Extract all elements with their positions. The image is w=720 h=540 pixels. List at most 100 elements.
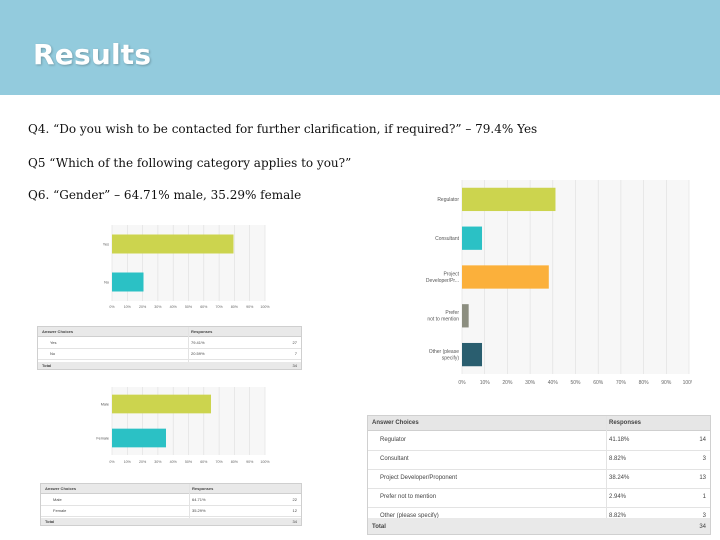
bar: [462, 342, 483, 367]
x-tick-label: 80%: [231, 305, 239, 309]
row-label: Prefer not to mention: [380, 494, 437, 500]
x-tick-label: 70%: [215, 305, 223, 309]
x-tick-label: 90%: [246, 305, 254, 309]
x-tick-label: 60%: [593, 380, 604, 386]
category-label: Project: [443, 271, 459, 277]
row-percent: 38.24%: [609, 475, 630, 481]
row-label: Male: [53, 497, 62, 502]
x-tick-label: 40%: [170, 460, 178, 464]
x-tick-label: 90%: [246, 460, 254, 464]
x-tick-label: 50%: [570, 380, 581, 386]
table-header-responses: Responses: [191, 329, 213, 334]
x-tick-label: 90%: [661, 380, 672, 386]
row-count: 22: [292, 497, 297, 502]
row-percent: 64.71%: [192, 497, 206, 502]
x-tick-label: 80%: [231, 460, 239, 464]
x-tick-label: 0%: [458, 380, 466, 386]
row-percent: 8.82%: [609, 513, 627, 519]
table-header-responses: Responses: [609, 420, 642, 426]
x-tick-label: 100%: [260, 305, 270, 309]
row-divider: [368, 488, 710, 489]
bar: [112, 272, 144, 292]
row-label: Consultant: [380, 456, 409, 462]
slide-title: Results: [33, 38, 152, 71]
column-divider: [189, 484, 190, 525]
column-divider: [606, 416, 607, 534]
x-tick-label: 0%: [109, 305, 115, 309]
chart-q6-gender: 0% 10% 20% 30% 40% 50% 60% 70% 80% 90% 100% Male Fem…: [96, 387, 270, 464]
row-label: Regulator: [380, 437, 407, 443]
chart-q5-category: 0% 10% 20% 30% 40% 50% 60% 70% 80% 90% 100% Regulat…: [426, 180, 692, 386]
table-header-row: [368, 416, 710, 431]
q5-text: Q5 “Which of the following category appl…: [28, 156, 352, 170]
row-divider: [41, 516, 301, 517]
total-label: Total: [372, 524, 386, 530]
category-label: not to mention: [427, 317, 459, 323]
total-label: Total: [42, 363, 52, 368]
x-tick-label: 20%: [139, 460, 147, 464]
row-count: 1: [702, 494, 706, 500]
x-tick-label: 80%: [639, 380, 650, 386]
bar: [112, 428, 166, 448]
row-percent: 2.94%: [609, 494, 627, 500]
x-tick-label: 30%: [525, 380, 536, 386]
table-header-choices: Answer Choices: [42, 329, 74, 334]
bar: [462, 226, 483, 250]
x-tick-label: 30%: [154, 305, 162, 309]
row-divider: [41, 505, 301, 506]
row-percent: 20.59%: [191, 351, 205, 356]
x-tick-label: 10%: [124, 460, 132, 464]
row-divider: [368, 507, 710, 508]
table-q4-contact: Answer Choices Responses Yes 79.41% 27 No 20.5…: [37, 326, 302, 370]
bar: [112, 394, 212, 414]
bar: [112, 234, 234, 254]
category-label: No: [104, 280, 109, 284]
chart-q4-contact: 0% 10% 20% 30% 40% 50% 60% 70% 80% 90% 100% Yes No: [103, 225, 270, 309]
x-tick-label: 100%: [260, 460, 270, 464]
x-tick-label: 50%: [185, 305, 193, 309]
category-label: Developer/Pr...: [426, 278, 459, 284]
row-percent: 79.41%: [191, 340, 205, 345]
total-value: 34: [292, 519, 297, 524]
table-header-row: [38, 327, 301, 337]
row-percent: 8.82%: [609, 456, 627, 462]
x-tick-label: 100%: [683, 380, 692, 386]
bar: [462, 265, 549, 289]
table-total-row: [38, 362, 301, 369]
x-tick-label: 40%: [170, 305, 178, 309]
category-label: Other (please: [429, 349, 460, 355]
row-count: 3: [702, 513, 706, 519]
x-tick-label: 10%: [480, 380, 491, 386]
row-label: Other (please specify): [380, 513, 439, 519]
x-tick-label: 60%: [200, 305, 208, 309]
category-label: Female: [96, 436, 109, 440]
row-label: Female: [53, 508, 67, 513]
table-header-choices: Answer Choices: [45, 486, 77, 491]
q6-text: Q6. “Gender” – 64.71% male, 35.29% femal…: [28, 188, 302, 202]
table-q6-gender: Answer Choices Responses Male 64.71% 22 Femal…: [40, 483, 302, 526]
x-tick-label: 20%: [139, 305, 147, 309]
x-tick-label: 70%: [215, 460, 223, 464]
table-header-choices: Answer Choices: [372, 420, 419, 426]
table-header-responses: Responses: [192, 486, 214, 491]
x-tick-label: 0%: [109, 460, 115, 464]
row-label: Project Developer/Proponent: [380, 475, 458, 481]
table-total-row: [41, 518, 301, 525]
x-tick-label: 50%: [185, 460, 193, 464]
category-label: Yes: [103, 242, 109, 246]
category-label: Regulator: [437, 197, 459, 203]
x-tick-label: 30%: [154, 460, 162, 464]
row-count: 3: [702, 456, 706, 462]
row-percent: 41.18%: [609, 437, 630, 443]
x-tick-label: 10%: [124, 305, 132, 309]
row-count: 12: [292, 508, 297, 513]
row-label: No: [50, 351, 56, 356]
row-divider: [38, 348, 301, 349]
row-count: 7: [294, 351, 297, 356]
row-count: 27: [292, 340, 297, 345]
total-label: Total: [45, 519, 55, 524]
table-q5-category: Answer Choices Responses Regulator 41.18% 14…: [367, 415, 711, 535]
row-count: 14: [699, 437, 706, 443]
row-percent: 35.29%: [192, 508, 206, 513]
x-tick-label: 40%: [548, 380, 559, 386]
